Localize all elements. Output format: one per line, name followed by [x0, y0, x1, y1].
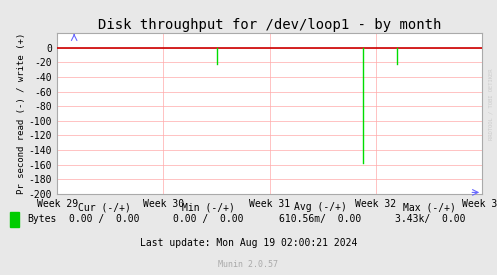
Text: Bytes: Bytes	[27, 214, 57, 224]
Text: RRDTOOL / TOBI OETIKER: RRDTOOL / TOBI OETIKER	[489, 69, 494, 140]
Text: Avg (-/+): Avg (-/+)	[294, 202, 347, 212]
Text: Last update: Mon Aug 19 02:00:21 2024: Last update: Mon Aug 19 02:00:21 2024	[140, 238, 357, 248]
Text: 3.43k/  0.00: 3.43k/ 0.00	[395, 214, 465, 224]
Text: 0.00 /  0.00: 0.00 / 0.00	[69, 214, 140, 224]
Text: Min (-/+): Min (-/+)	[182, 202, 235, 212]
Title: Disk throughput for /dev/loop1 - by month: Disk throughput for /dev/loop1 - by mont…	[98, 18, 441, 32]
Y-axis label: Pr second read (-) / write (+): Pr second read (-) / write (+)	[17, 33, 26, 194]
Text: Max (-/+): Max (-/+)	[404, 202, 456, 212]
Text: Cur (-/+): Cur (-/+)	[78, 202, 131, 212]
Text: Munin 2.0.57: Munin 2.0.57	[219, 260, 278, 269]
Text: 610.56m/  0.00: 610.56m/ 0.00	[279, 214, 362, 224]
Text: 0.00 /  0.00: 0.00 / 0.00	[173, 214, 244, 224]
